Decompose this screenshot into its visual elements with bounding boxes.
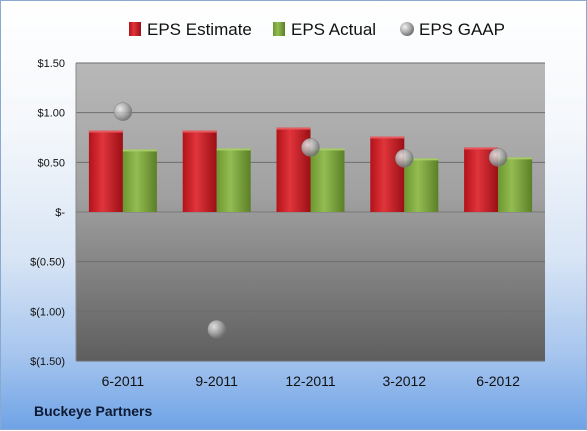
bar-highlight: [216, 148, 251, 151]
bar-highlight: [88, 130, 123, 133]
y-tick-label: $1.00: [37, 108, 65, 120]
bars: [88, 127, 533, 212]
legend-label: EPS Estimate: [147, 20, 252, 39]
eps-actual-bar: [216, 148, 251, 212]
bar-highlight: [404, 158, 439, 161]
eps-gaap-point: [395, 149, 414, 168]
company-name: Buckeye Partners: [34, 403, 153, 419]
bar-highlight: [464, 147, 499, 150]
bar-highlight: [182, 130, 217, 133]
x-tick-label: 9-2011: [195, 373, 238, 389]
y-tick-label: $1.50: [37, 58, 65, 70]
eps-actual-bar: [498, 157, 533, 212]
eps-gaap-point: [488, 148, 508, 167]
eps-estimate-bar: [88, 130, 123, 212]
bar-highlight: [122, 149, 157, 152]
y-tick-label: $0.50: [37, 157, 65, 169]
gaap-points: [113, 102, 508, 339]
legend-swatch-actual: [273, 22, 285, 36]
x-tick-label: 3-2012: [383, 373, 427, 389]
y-tick-label: $(0.50): [30, 257, 65, 269]
bar-highlight: [310, 148, 345, 151]
y-tick-label: $(1.50): [30, 356, 65, 368]
legend-swatch-estimate: [129, 22, 141, 36]
bar-highlight: [276, 127, 311, 130]
legend-swatch-gaap: [400, 22, 414, 36]
eps-actual-bar: [310, 148, 345, 212]
eps-estimate-bar: [182, 130, 217, 212]
y-tick-label: $(1.00): [30, 306, 65, 318]
x-tick-labels: 6-2011 9-2011 12-2011 3-2012 6-2012: [102, 373, 520, 389]
eps-gaap-point: [113, 102, 133, 121]
eps-actual-bar: [404, 158, 439, 212]
eps-gaap-point: [301, 138, 320, 157]
y-tick-labels: $1.50 $1.00 $0.50 $- $(0.50) $(1.00) $(1.50): [30, 58, 65, 368]
bar-highlight: [498, 157, 533, 160]
legend-label: EPS Actual: [291, 20, 376, 39]
bar-highlight: [370, 136, 405, 139]
eps-estimate-bar: [370, 136, 405, 212]
legend: EPS Estimate EPS Actual EPS GAAP: [129, 20, 505, 39]
x-tick-label: 6-2012: [476, 373, 520, 389]
x-tick-label: 12-2011: [285, 373, 336, 389]
y-tick-label: $-: [55, 207, 65, 219]
eps-gaap-point: [207, 319, 226, 339]
legend-label: EPS GAAP: [419, 20, 505, 39]
eps-actual-bar: [122, 149, 157, 212]
x-tick-label: 6-2011: [102, 373, 145, 389]
